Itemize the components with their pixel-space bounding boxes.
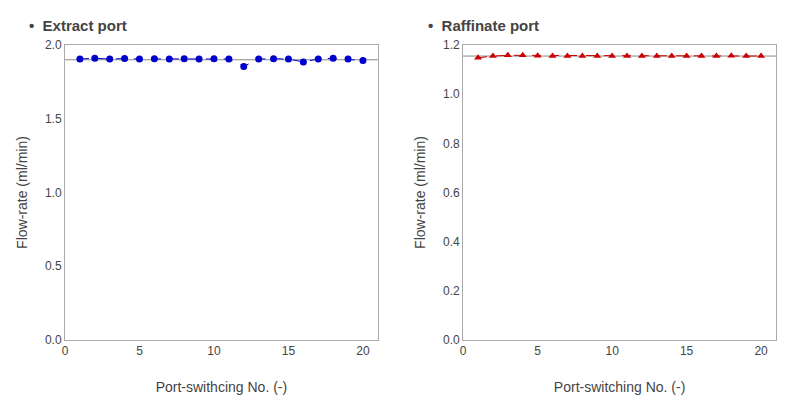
svg-text:10: 10 [207,344,221,358]
svg-text:Flow-rate (ml/min): Flow-rate (ml/min) [412,136,428,249]
svg-text:10: 10 [605,344,619,358]
svg-text:• Raffinate port: • Raffinate port [428,17,539,34]
svg-text:0.0: 0.0 [443,333,460,347]
svg-text:0.2: 0.2 [443,284,460,298]
svg-text:1.5: 1.5 [45,112,62,126]
svg-text:5: 5 [136,344,143,358]
svg-text:5: 5 [534,344,541,358]
svg-text:Port-switching No. (-): Port-switching No. (-) [554,379,685,395]
svg-text:0.6: 0.6 [443,186,460,200]
svg-text:15: 15 [680,344,694,358]
svg-text:• Extract port: • Extract port [29,17,127,34]
svg-text:Flow-rate (ml/min): Flow-rate (ml/min) [14,136,30,249]
svg-text:1.0: 1.0 [45,186,62,200]
svg-text:1.2: 1.2 [443,38,460,52]
svg-text:1.0: 1.0 [443,87,460,101]
svg-text:15: 15 [282,344,296,358]
svg-text:20: 20 [754,344,768,358]
svg-text:0: 0 [62,344,69,358]
svg-text:0: 0 [460,344,467,358]
svg-text:20: 20 [356,344,370,358]
svg-text:0.5: 0.5 [45,259,62,273]
svg-text:Port-swithcing No. (-): Port-swithcing No. (-) [156,379,287,395]
svg-text:0.0: 0.0 [45,333,62,347]
svg-text:2.0: 2.0 [45,38,62,52]
svg-text:0.4: 0.4 [443,235,460,249]
svg-text:0.8: 0.8 [443,137,460,151]
